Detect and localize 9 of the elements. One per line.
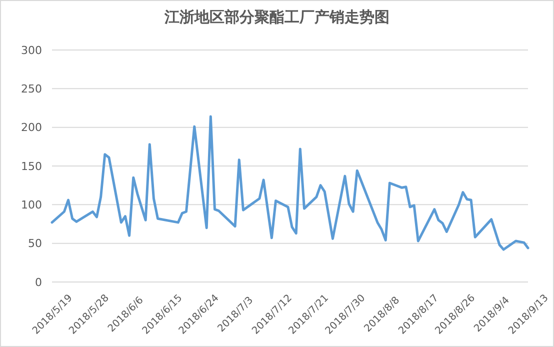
y-tick-label: 200 bbox=[21, 121, 42, 134]
chart-title: 江浙地区部分聚酯工厂产销走势图 bbox=[164, 8, 390, 26]
y-tick-label: 300 bbox=[21, 44, 42, 57]
y-tick-label: 250 bbox=[21, 82, 42, 96]
y-tick-label: 150 bbox=[21, 160, 42, 173]
y-tick-label: 50 bbox=[28, 237, 42, 250]
y-tick-label: 0 bbox=[35, 276, 42, 289]
line-series bbox=[50, 115, 530, 251]
y-tick-label: 100 bbox=[21, 198, 42, 212]
